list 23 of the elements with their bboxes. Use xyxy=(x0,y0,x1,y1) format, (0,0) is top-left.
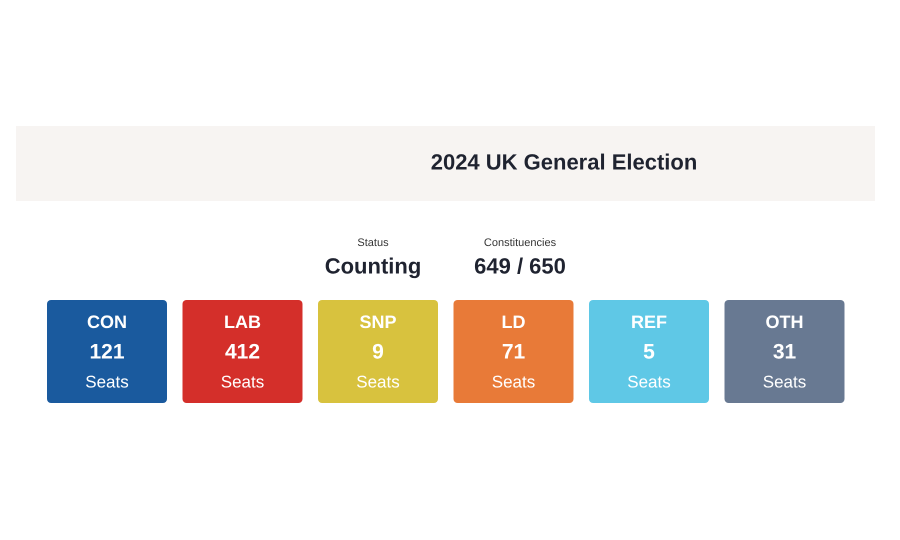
data-label: 31 xyxy=(772,340,796,364)
text: Seats xyxy=(220,372,264,392)
text: Constituencies xyxy=(484,237,557,249)
data-label: 71 xyxy=(502,340,526,364)
text: Status xyxy=(357,237,390,249)
text: Seats xyxy=(85,372,129,392)
text: Counting xyxy=(324,254,422,278)
data-label: 121 xyxy=(89,340,125,364)
category-label: SNP xyxy=(359,312,397,332)
category-label: LAB xyxy=(224,312,261,332)
text: Seats xyxy=(356,372,400,392)
category-label: LD xyxy=(502,312,526,332)
data-label: 9 xyxy=(372,340,384,364)
text: 649 / 650 xyxy=(474,254,566,278)
category-label: CON xyxy=(87,312,127,332)
category-label: REF xyxy=(631,312,668,332)
data-label: 5 xyxy=(643,340,656,364)
text: 2024 UK General Election xyxy=(430,150,698,174)
text: Seats xyxy=(762,372,806,392)
text: Seats xyxy=(492,372,536,392)
text: Seats xyxy=(627,372,671,392)
category-label: OTH xyxy=(766,312,804,332)
data-label: 412 xyxy=(224,340,260,364)
